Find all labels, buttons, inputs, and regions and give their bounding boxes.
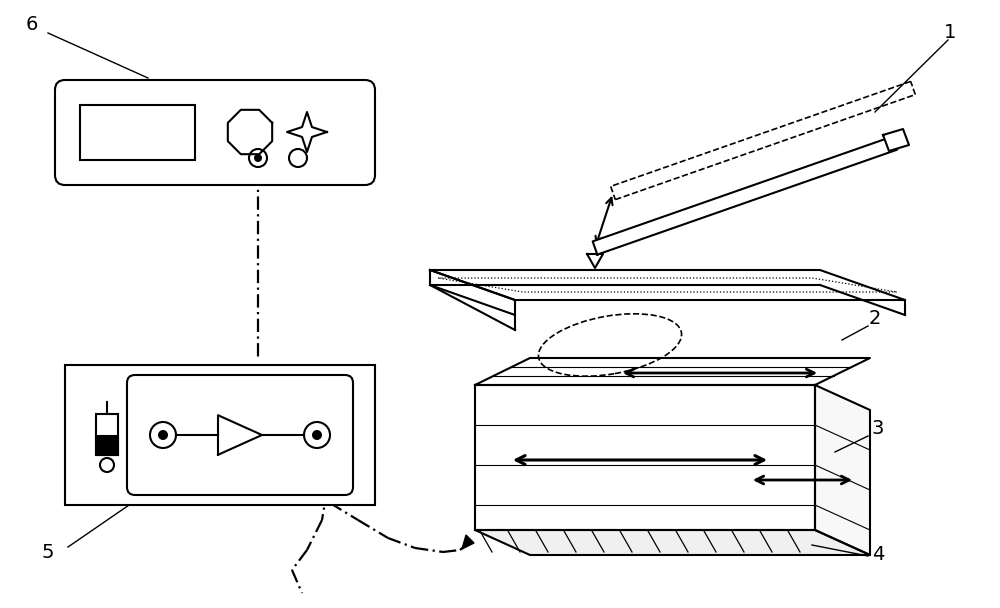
Polygon shape (883, 129, 909, 151)
Polygon shape (462, 535, 474, 549)
Text: 1: 1 (944, 22, 956, 41)
FancyBboxPatch shape (127, 375, 353, 495)
Text: 5: 5 (42, 544, 54, 562)
Circle shape (254, 154, 262, 162)
Text: 3: 3 (872, 418, 884, 438)
Polygon shape (815, 385, 870, 555)
Bar (65, 365, 375, 505)
Polygon shape (430, 270, 905, 300)
Circle shape (312, 430, 322, 440)
Text: 4: 4 (872, 545, 884, 564)
Polygon shape (287, 112, 327, 152)
Polygon shape (475, 530, 870, 555)
Polygon shape (475, 358, 870, 385)
Polygon shape (228, 110, 272, 154)
Polygon shape (475, 385, 815, 530)
Polygon shape (593, 136, 897, 255)
Bar (80, 105, 195, 160)
Circle shape (158, 430, 168, 440)
Polygon shape (430, 270, 515, 315)
Bar (96, 437, 118, 455)
Text: 6: 6 (26, 15, 38, 35)
FancyBboxPatch shape (55, 80, 375, 185)
Bar (96, 414, 118, 455)
Text: 2: 2 (869, 308, 881, 328)
Polygon shape (218, 415, 262, 455)
